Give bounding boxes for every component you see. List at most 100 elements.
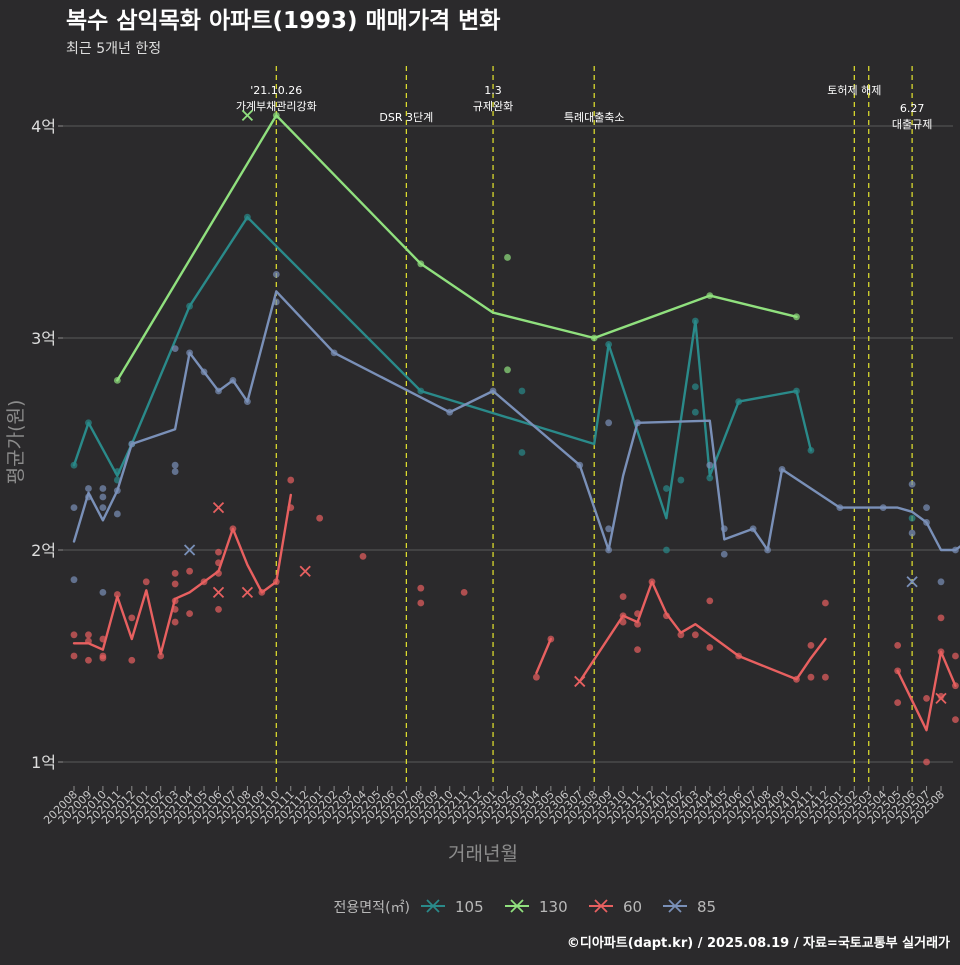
series-130 bbox=[113, 109, 800, 384]
legend-item-85: 85 bbox=[663, 898, 716, 916]
data-point-85-36 bbox=[879, 504, 887, 511]
data-point-60-58 bbox=[923, 695, 930, 702]
event-label-0-0: '21.10.26 bbox=[250, 84, 302, 97]
data-point-60-57 bbox=[894, 699, 902, 707]
data-point-60-9 bbox=[128, 614, 136, 622]
data-point-105-11 bbox=[663, 485, 670, 492]
data-point-60-54 bbox=[822, 673, 829, 681]
data-point-85-28 bbox=[634, 419, 641, 427]
cross-stroke-b bbox=[574, 675, 586, 688]
legend-label: 60 bbox=[623, 898, 642, 916]
data-point-85-4 bbox=[99, 485, 107, 492]
data-point-105-10 bbox=[605, 340, 613, 348]
data-point-105-20 bbox=[807, 446, 815, 454]
event-label-1-0: DSR 3단계 bbox=[379, 111, 433, 124]
data-point-60-19 bbox=[186, 610, 194, 617]
cross-stroke-b bbox=[183, 544, 196, 556]
data-point-85-3 bbox=[85, 493, 92, 501]
data-point-60-40 bbox=[634, 610, 641, 617]
data-point-105-14 bbox=[691, 317, 699, 325]
data-point-105-16 bbox=[691, 408, 699, 416]
data-point-60-39 bbox=[619, 618, 627, 626]
data-point-60-28 bbox=[287, 476, 295, 484]
series-layer bbox=[70, 109, 960, 766]
data-point-60-41 bbox=[634, 620, 641, 628]
legend-title: 전용면적(㎡) bbox=[334, 900, 410, 916]
data-point-60-47 bbox=[706, 597, 714, 605]
legend-label: 105 bbox=[455, 898, 484, 916]
data-point-85-6 bbox=[99, 504, 107, 511]
data-point-105-8 bbox=[518, 387, 526, 395]
event-label-2-1: 규제완화 bbox=[473, 100, 513, 113]
event-label-0-1: 가계부채관리강화 bbox=[236, 100, 317, 113]
cross-marker-60-4 bbox=[574, 675, 586, 688]
data-point-130-4 bbox=[504, 366, 511, 374]
data-point-85-21 bbox=[330, 349, 338, 357]
data-point-85-9 bbox=[113, 487, 121, 495]
data-point-60-21 bbox=[215, 548, 222, 556]
data-point-60-60 bbox=[937, 614, 945, 622]
data-point-60-10 bbox=[128, 656, 136, 664]
legend-key-cross-b bbox=[668, 899, 682, 913]
data-point-60-51 bbox=[807, 642, 815, 649]
cross-marker-85-0 bbox=[183, 544, 196, 556]
data-point-85-2 bbox=[85, 485, 92, 492]
x-axis: 2020082020092020102020112020122021012021… bbox=[41, 786, 947, 827]
data-point-60-27 bbox=[272, 578, 280, 586]
legend-item-130: 130 bbox=[505, 898, 568, 916]
cross-stroke-b bbox=[241, 586, 254, 599]
cross-marker-130-0 bbox=[241, 109, 254, 122]
data-point-85-38 bbox=[908, 529, 916, 537]
data-point-85-19 bbox=[272, 271, 280, 278]
data-point-60-11 bbox=[142, 578, 150, 586]
data-point-85-10 bbox=[128, 440, 136, 448]
data-point-130-7 bbox=[793, 313, 800, 321]
data-point-60-62 bbox=[937, 692, 945, 700]
data-point-60-65 bbox=[952, 716, 959, 723]
data-point-60-50 bbox=[793, 675, 800, 683]
data-point-60-33 bbox=[417, 599, 425, 607]
series-85 bbox=[70, 271, 960, 596]
data-point-105-19 bbox=[793, 387, 800, 395]
data-point-60-61 bbox=[937, 648, 945, 656]
data-point-130-0 bbox=[113, 377, 121, 384]
data-point-130-3 bbox=[504, 254, 511, 261]
data-point-130-6 bbox=[706, 292, 714, 299]
data-point-85-33 bbox=[764, 546, 771, 554]
data-point-105-18 bbox=[735, 398, 743, 405]
data-point-60-43 bbox=[648, 578, 656, 586]
data-point-85-0 bbox=[70, 504, 78, 511]
data-point-85-40 bbox=[923, 519, 930, 526]
data-point-60-2 bbox=[85, 631, 92, 639]
data-point-60-32 bbox=[417, 584, 425, 592]
data-point-60-8 bbox=[113, 591, 121, 598]
y-tick-label-0: 1억 bbox=[31, 753, 56, 772]
data-point-105-17 bbox=[706, 474, 714, 482]
data-point-105-13 bbox=[677, 476, 685, 484]
data-point-60-3 bbox=[85, 637, 92, 645]
data-point-60-59 bbox=[923, 758, 930, 766]
cross-stroke-b bbox=[212, 501, 225, 514]
data-point-85-23 bbox=[489, 387, 497, 395]
data-point-85-11 bbox=[171, 345, 179, 352]
data-point-60-64 bbox=[952, 682, 959, 690]
data-point-85-30 bbox=[720, 525, 728, 533]
series-60 bbox=[70, 476, 959, 766]
legend-label: 130 bbox=[539, 898, 568, 916]
data-point-85-25 bbox=[605, 419, 613, 427]
data-point-60-38 bbox=[619, 612, 627, 620]
data-point-60-34 bbox=[460, 589, 468, 596]
data-point-105-2 bbox=[113, 468, 121, 475]
data-point-85-32 bbox=[749, 525, 757, 533]
legend: 전용면적(㎡) 105 130 60 85 bbox=[334, 898, 717, 916]
x-axis-label: 거래년월 bbox=[448, 843, 518, 865]
data-point-60-4 bbox=[85, 656, 92, 664]
cross-stroke-b bbox=[299, 565, 311, 577]
chart-subtitle: 최근 5개년 한정 bbox=[66, 41, 161, 57]
data-point-85-42 bbox=[952, 546, 959, 554]
y-axis-label: 평균가(원) bbox=[5, 400, 27, 485]
data-point-105-7 bbox=[417, 387, 425, 395]
y-tick-label-2: 3억 bbox=[31, 329, 56, 348]
gridlines bbox=[63, 125, 953, 763]
